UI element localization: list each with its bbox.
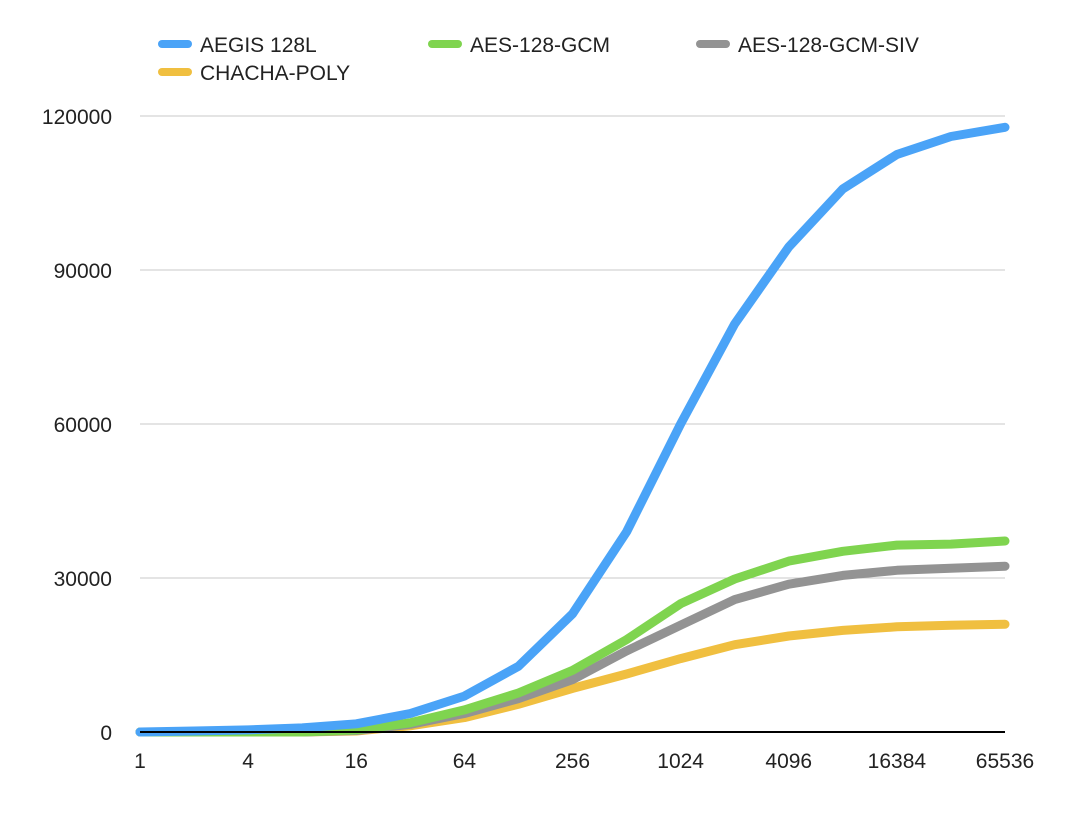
y-tick-label-60000: 60000 xyxy=(54,414,112,437)
x-tick-label-4096: 4096 xyxy=(765,750,812,773)
x-tick-label-256: 256 xyxy=(555,750,590,773)
legend-label-aes-128-gcm-siv: AES-128-GCM-SIV xyxy=(738,34,919,57)
x-tick-label-16384: 16384 xyxy=(868,750,927,773)
series-line-aes-128-gcm-siv xyxy=(135,561,1010,737)
legend-label-chacha-poly: CHACHA-POLY xyxy=(200,62,350,85)
x-tick-label-1024: 1024 xyxy=(657,750,704,773)
x-tick-label-16: 16 xyxy=(345,750,368,773)
y-gridlines xyxy=(140,115,1005,579)
series-lines xyxy=(135,122,1010,737)
x-tick-label-65536: 65536 xyxy=(976,750,1034,773)
legend: AEGIS 128L AES-128-GCM AES-128-GCM-SIV CHAC… xyxy=(158,34,919,85)
x-tick-label-64: 64 xyxy=(453,750,477,773)
y-tick-label-30000: 30000 xyxy=(54,568,112,591)
y-tick-label-0: 0 xyxy=(100,722,112,745)
y-tick-label-90000: 90000 xyxy=(54,260,112,283)
series-line-aegis-128l xyxy=(135,122,1010,737)
x-tick-label-1: 1 xyxy=(134,750,146,773)
legend-label-aes-128-gcm: AES-128-GCM xyxy=(470,34,610,57)
x-tick-label-4: 4 xyxy=(242,750,254,773)
legend-label-aegis-128l: AEGIS 128L xyxy=(200,34,317,57)
y-tick-label-120000: 120000 xyxy=(42,106,112,129)
